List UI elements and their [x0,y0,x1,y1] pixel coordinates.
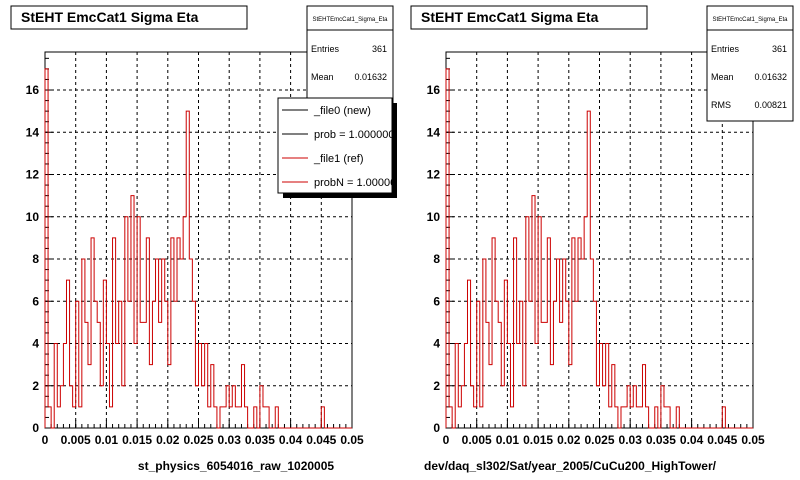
stats-value: 361 [772,44,787,54]
y-tick-label: 4 [32,337,39,351]
stats-label: RMS [711,100,731,110]
histogram-series [44,68,352,429]
y-tick-label: 12 [427,168,441,182]
chart-title: StEHT EmcCat1 Sigma Eta [421,9,599,25]
x-tick-label: 0.015 [122,433,152,447]
y-tick-label: 8 [32,252,39,266]
x-tick-label: 0.045 [306,433,336,447]
x-tick-label: 0.015 [523,433,553,447]
y-tick-label: 8 [433,252,440,266]
y-tick-label: 16 [26,83,40,97]
y-tick-label: 6 [433,294,440,308]
x-tick-label: 0.05 [340,433,364,447]
x-tick-label: 0.01 [496,433,520,447]
legend-entry: prob = 1.000000 [314,129,394,141]
x-tick-label: 0.03 [218,433,242,447]
x-tick-label: 0.005 [61,433,91,447]
stats-value: 0.01632 [354,72,387,82]
y-tick-label: 14 [26,125,40,139]
x-tick-label: 0.025 [183,433,213,447]
x-tick-label: 0.03 [619,433,643,447]
x-tick-label: 0.045 [707,433,737,447]
y-tick-label: 0 [433,421,440,435]
y-tick-label: 10 [26,210,40,224]
legend-box [277,97,393,194]
stats-title: StEHTEmcCat1_Sigma_Eta [712,17,788,23]
x-tick-label: 0.035 [245,433,275,447]
histogram-series [445,68,753,429]
y-tick-label: 2 [433,379,440,393]
stats-label: Mean [311,72,334,82]
stats-title: StEHTEmcCat1_Sigma_Eta [312,17,388,23]
x-tick-label: 0.04 [680,433,704,447]
stats-label: Entries [711,44,740,54]
x-tick-label: 0.035 [646,433,676,447]
stats-value: 0.01632 [754,72,787,82]
title-box [10,5,248,30]
title-box [410,5,648,30]
y-tick-label: 2 [32,379,39,393]
legend-entry: _file1 (ref) [313,153,364,165]
x-tick-label: 0.01 [95,433,119,447]
x-tick-label: 0.005 [462,433,492,447]
stats-value: 0.00821 [754,100,787,110]
x-tick-label: 0 [443,433,450,447]
chart-title: StEHT EmcCat1 Sigma Eta [21,9,199,25]
x-tick-label: 0.02 [557,433,581,447]
x-tick-label: 0.025 [584,433,614,447]
y-tick-label: 16 [427,83,441,97]
x-tick-label: 0.05 [741,433,765,447]
y-tick-label: 0 [32,421,39,435]
y-tick-label: 6 [32,294,39,308]
y-tick-label: 10 [427,210,441,224]
y-tick-label: 12 [26,168,40,182]
x-tick-label: 0 [42,433,49,447]
stats-label: Mean [711,72,734,82]
legend-entry: probN = 1.000000 [314,177,402,189]
stats-box [706,5,794,122]
y-tick-label: 4 [433,337,440,351]
x-tick-label: 0.04 [279,433,303,447]
x-tick-label: 0.02 [156,433,180,447]
y-tick-label: 14 [427,125,441,139]
stats-label: Entries [311,44,340,54]
stats-value: 361 [372,44,387,54]
x-axis-label: dev/daq_sl302/Sat/year_2005/CuCu200_High… [424,459,717,473]
x-axis-label: st_physics_6054016_raw_1020005 [138,459,334,473]
legend-entry: _file0 (new) [313,105,371,117]
